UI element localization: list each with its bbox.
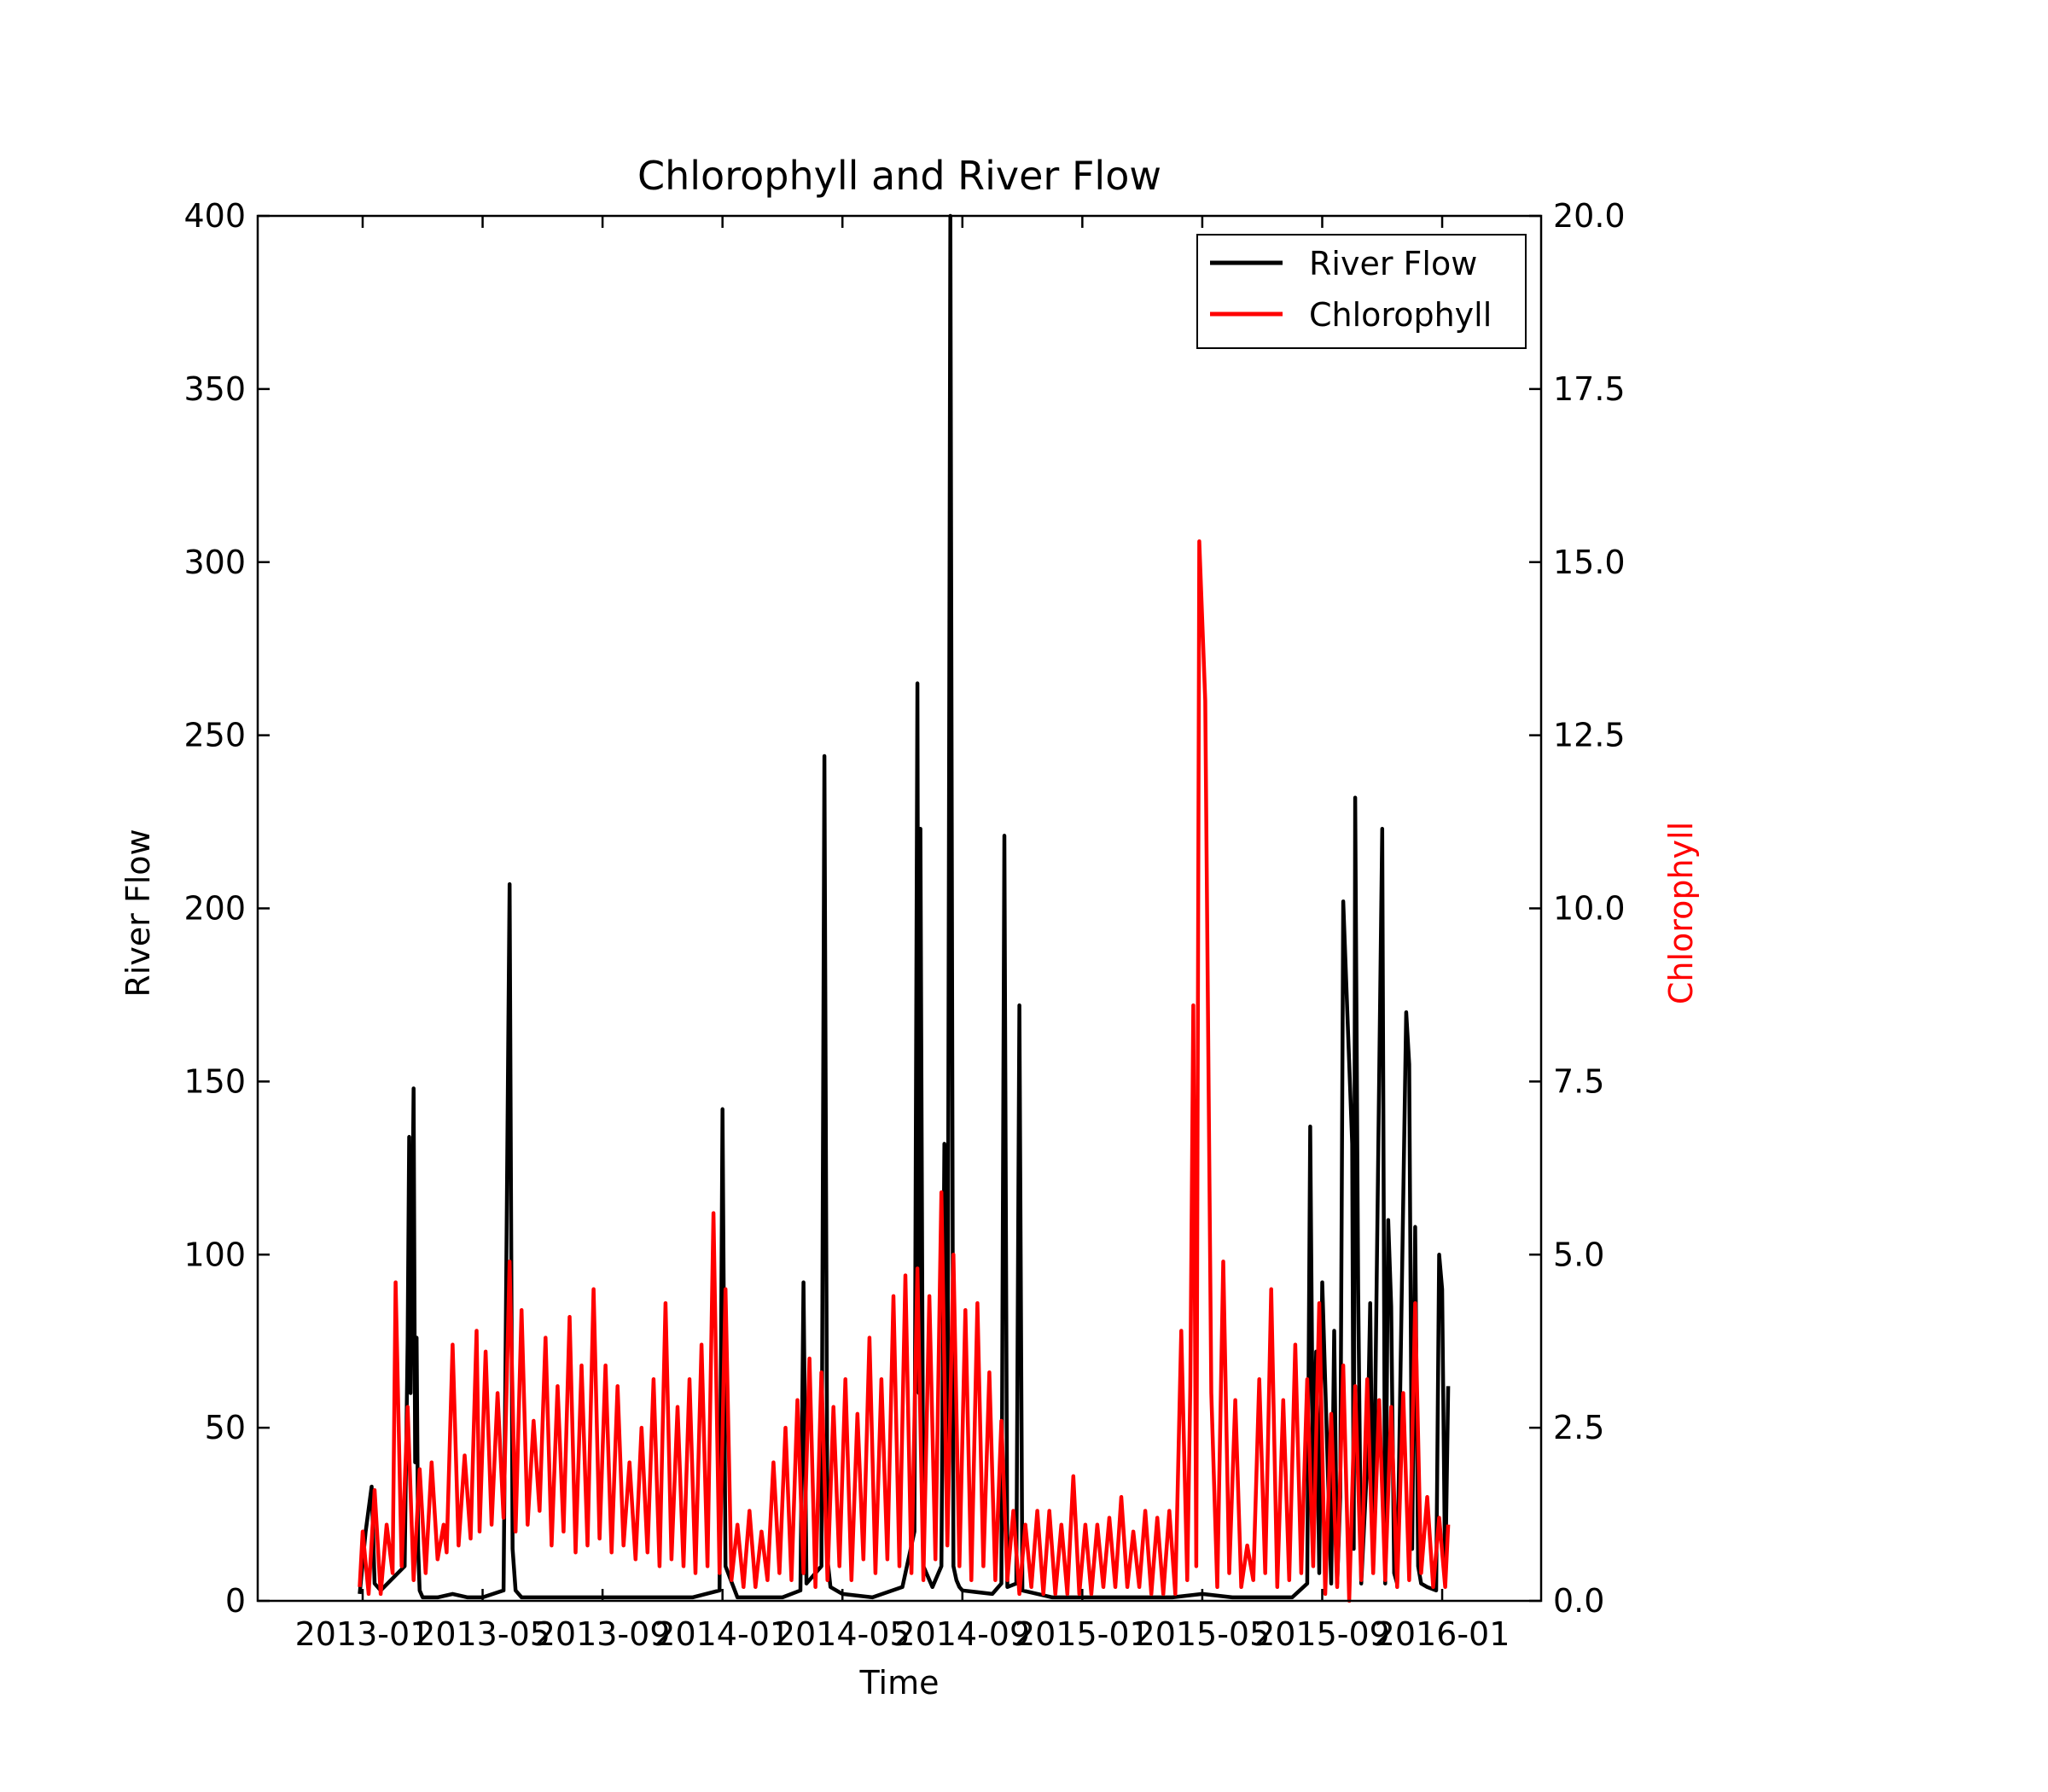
y-right-tick-label: 0.0: [1553, 1582, 1604, 1620]
x-tick-label: 2015-01: [1015, 1615, 1150, 1653]
y-right-tick-label: 12.5: [1553, 717, 1626, 754]
y-left-tick-label: 350: [183, 370, 246, 408]
y-left-tick-label: 250: [183, 717, 246, 754]
y-right-tick-label: 5.0: [1553, 1236, 1604, 1273]
y-left-tick-label: 200: [183, 890, 246, 928]
x-tick-label: 2015-09: [1254, 1615, 1390, 1653]
y-left-tick-label: 100: [183, 1236, 246, 1273]
legend-label-river-flow: River Flow: [1309, 245, 1477, 282]
y-left-tick-label: 150: [183, 1062, 246, 1100]
y-right-tick-label: 2.5: [1553, 1409, 1604, 1446]
x-tick-label: 2015-05: [1135, 1615, 1271, 1653]
y-right-tick-label: 7.5: [1553, 1062, 1604, 1100]
chart-title: Chlorophyll and River Flow: [637, 153, 1161, 199]
x-tick-label: 2014-01: [655, 1615, 790, 1653]
x-tick-label: 2014-05: [775, 1615, 911, 1653]
x-axis-label: Time: [859, 1664, 940, 1702]
y-left-tick-label: 0: [225, 1582, 246, 1620]
y-left-tick-label: 50: [205, 1409, 246, 1446]
y-right-tick-label: 17.5: [1553, 370, 1626, 408]
x-tick-label: 2014-09: [894, 1615, 1030, 1653]
x-tick-label: 2013-05: [415, 1615, 550, 1653]
legend-label-chlorophyll: Chlorophyll: [1309, 296, 1492, 334]
y-axis-left-label: River Flow: [119, 829, 157, 997]
y-axis-right-label: Chlorophyll: [1662, 822, 1700, 1004]
y-right-tick-label: 10.0: [1553, 890, 1626, 928]
legend: River Flow Chlorophyll: [1197, 235, 1526, 348]
y-left-tick-label: 300: [183, 544, 246, 581]
y-right-tick-label: 20.0: [1553, 197, 1626, 235]
y-left-tick-label: 400: [183, 197, 246, 235]
x-tick-label: 2013-01: [295, 1615, 431, 1653]
y-right-tick-label: 15.0: [1553, 544, 1626, 581]
x-tick-label: 2016-01: [1375, 1615, 1510, 1653]
x-tick-label: 2013-09: [535, 1615, 671, 1653]
